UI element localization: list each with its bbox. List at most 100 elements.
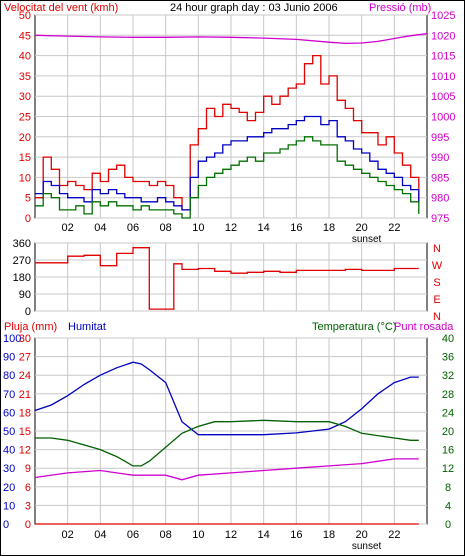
temperature-axis-label: Temperatura (°C) xyxy=(312,321,396,333)
compass-label: N xyxy=(433,311,441,323)
humidity-tick-label: 90 xyxy=(3,352,15,364)
x-tick-label: 02 xyxy=(62,222,74,234)
temperature-tick-label: 4 xyxy=(445,500,451,512)
rain-axis-label: Pluja (mm) xyxy=(4,321,57,333)
wind-tick-label: 45 xyxy=(19,30,31,42)
x-tick-label: 22 xyxy=(388,529,400,541)
series-line-wind-min xyxy=(35,136,420,219)
direction-tick-label: 360 xyxy=(13,238,31,250)
temperature-tick-label: 16 xyxy=(442,445,454,457)
x-tick-label: 18 xyxy=(323,529,335,541)
wind-tick-label: 20 xyxy=(19,132,31,144)
x-tick-label: 16 xyxy=(290,529,302,541)
x-tick-label: 06 xyxy=(127,222,139,234)
x-tick-label: 18 xyxy=(323,222,335,234)
wind-tick-label: 50 xyxy=(19,10,31,22)
x-tick-label: 10 xyxy=(192,222,204,234)
x-tick-label: 04 xyxy=(94,529,106,541)
rain-tick-label: 18 xyxy=(19,407,31,419)
humidity-tick-label: 100 xyxy=(3,333,21,345)
pressure-axis-label: Pressió (mb) xyxy=(369,2,431,14)
temperature-tick-label: 32 xyxy=(442,370,454,382)
rain-tick-label: 0 xyxy=(25,519,31,531)
pressure-tick-label: 1025 xyxy=(431,10,455,22)
humidity-tick-label: 60 xyxy=(3,407,15,419)
pressure-tick-label: 985 xyxy=(431,172,449,184)
temperature-tick-label: 40 xyxy=(442,333,454,345)
pressure-tick-label: 1010 xyxy=(431,71,455,83)
wind-tick-label: 35 xyxy=(19,71,31,83)
direction-tick-label: 90 xyxy=(19,289,31,301)
rain-tick-label: 6 xyxy=(25,482,31,494)
rain-tick-label: 9 xyxy=(25,463,31,475)
pressure-tick-label: 1005 xyxy=(431,91,455,103)
sunset-label: sunset xyxy=(352,234,382,245)
compass-label: N xyxy=(433,243,441,255)
rain-tick-label: 12 xyxy=(19,445,31,457)
rain-tick-label: 21 xyxy=(19,389,31,401)
wind-pressure-panel: 0510152025303540455097598098599099510001… xyxy=(19,10,456,245)
temperature-tick-label: 12 xyxy=(442,463,454,475)
x-tick-label: 14 xyxy=(258,222,270,234)
direction-tick-label: 0 xyxy=(25,306,31,318)
rain-tick-label: 30 xyxy=(19,333,31,345)
humidity-tick-label: 20 xyxy=(3,482,15,494)
humidity-tick-label: 30 xyxy=(3,463,15,475)
rain-tick-label: 15 xyxy=(19,426,31,438)
humidity-tick-label: 10 xyxy=(3,500,15,512)
wind-axis-label: Velocitat del vent (kmh) xyxy=(4,2,118,14)
rain-tick-label: 24 xyxy=(19,370,31,382)
compass-label: E xyxy=(433,294,440,306)
temperature-tick-label: 20 xyxy=(442,426,454,438)
humidity-tick-label: 50 xyxy=(3,426,15,438)
pressure-tick-label: 990 xyxy=(431,152,449,164)
humidity-tick-label: 70 xyxy=(3,389,15,401)
direction-tick-label: 270 xyxy=(13,255,31,267)
temperature-tick-label: 0 xyxy=(445,519,451,531)
x-tick-label: 22 xyxy=(388,222,400,234)
series-line-dew-point xyxy=(34,458,419,481)
series-line-humidity xyxy=(34,361,419,436)
rain-tick-label: 3 xyxy=(25,500,31,512)
humidity-tick-label: 40 xyxy=(3,445,15,457)
pressure-tick-label: 1015 xyxy=(431,51,455,63)
humidity-tick-label: 0 xyxy=(3,519,9,531)
compass-label: W xyxy=(432,260,443,272)
x-tick-label: 12 xyxy=(225,222,237,234)
graph-title: 24 hour graph day : 03 Junio 2006 xyxy=(170,2,338,14)
rain-tick-label: 27 xyxy=(19,352,31,364)
pressure-tick-label: 975 xyxy=(431,213,449,225)
pressure-tick-label: 1000 xyxy=(431,112,455,124)
temperature-tick-label: 8 xyxy=(445,482,451,494)
x-tick-label: 04 xyxy=(94,222,106,234)
series-line-gust xyxy=(35,54,420,211)
series-line-temperature xyxy=(35,419,419,467)
pressure-tick-label: 980 xyxy=(431,193,449,205)
wind-tick-label: 30 xyxy=(19,91,31,103)
x-tick-label: 12 xyxy=(225,529,237,541)
compass-label: S xyxy=(433,277,440,289)
humidity-axis-label: Humitat xyxy=(68,321,106,333)
humidity-tick-label: 80 xyxy=(3,370,15,382)
x-tick-label: 14 xyxy=(258,529,270,541)
temperature-tick-label: 28 xyxy=(442,389,454,401)
temperature-tick-label: 24 xyxy=(442,407,454,419)
x-tick-label: 02 xyxy=(62,529,74,541)
series-line-pressure xyxy=(34,33,428,45)
wind-tick-label: 15 xyxy=(19,152,31,164)
x-tick-label: 16 xyxy=(290,222,302,234)
wind-tick-label: 25 xyxy=(19,112,31,124)
x-tick-label: 20 xyxy=(356,222,368,234)
temperature-tick-label: 36 xyxy=(442,352,454,364)
series-line-average xyxy=(35,115,420,211)
x-tick-label: 08 xyxy=(160,222,172,234)
series-line-wind-direction xyxy=(35,247,419,310)
pressure-tick-label: 1020 xyxy=(431,30,455,42)
x-tick-label: 20 xyxy=(356,529,368,541)
wind-tick-label: 5 xyxy=(25,193,31,205)
x-tick-label: 08 xyxy=(160,529,172,541)
wind-tick-label: 40 xyxy=(19,51,31,63)
